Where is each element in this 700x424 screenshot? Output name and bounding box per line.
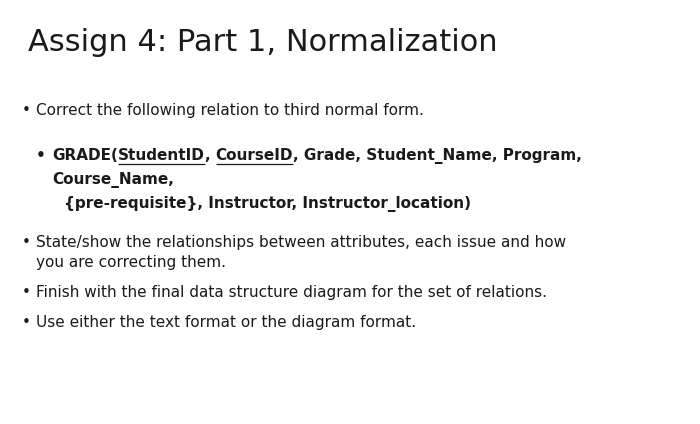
Text: GRADE(: GRADE( (52, 148, 118, 163)
Text: {pre-requisite}, Instructor, Instructor_location): {pre-requisite}, Instructor, Instructor_… (64, 196, 471, 212)
Text: CourseID: CourseID (216, 148, 293, 163)
Text: , Grade, Student_Name, Program,: , Grade, Student_Name, Program, (293, 148, 582, 164)
Text: Correct the following relation to third normal form.: Correct the following relation to third … (36, 103, 424, 118)
Text: Course_Name,: Course_Name, (52, 172, 174, 188)
Text: StudentID: StudentID (118, 148, 204, 163)
Text: •: • (22, 235, 31, 250)
Text: ,: , (204, 148, 216, 163)
Text: Use either the text format or the diagram format.: Use either the text format or the diagra… (36, 315, 416, 330)
Text: Finish with the final data structure diagram for the set of relations.: Finish with the final data structure dia… (36, 285, 547, 300)
Text: •: • (22, 285, 31, 300)
Text: •: • (22, 103, 31, 118)
Text: Assign 4: Part 1, Normalization: Assign 4: Part 1, Normalization (28, 28, 498, 57)
Text: State/show the relationships between attributes, each issue and how: State/show the relationships between att… (36, 235, 566, 250)
Text: •: • (22, 315, 31, 330)
Text: •: • (36, 148, 46, 163)
Text: you are correcting them.: you are correcting them. (36, 255, 226, 270)
